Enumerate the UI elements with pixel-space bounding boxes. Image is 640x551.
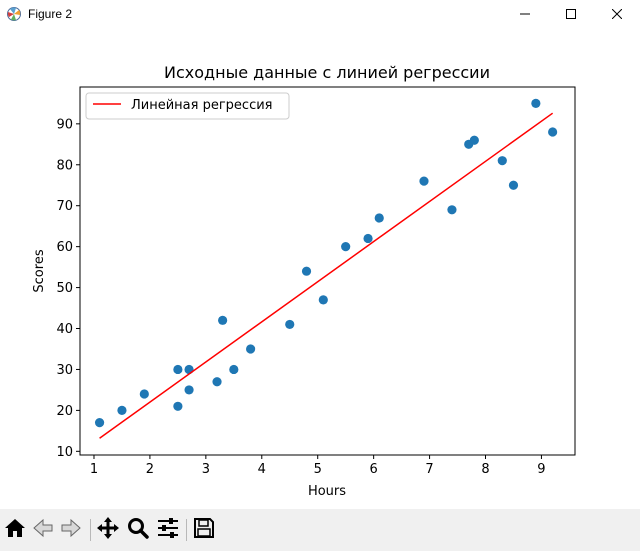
- data-point: [301, 266, 312, 276]
- data-point: [469, 135, 479, 145]
- data-point: [212, 377, 222, 387]
- data-point: [548, 127, 558, 137]
- minimize-button[interactable]: [502, 0, 548, 28]
- legend: Линейная регрессия: [85, 92, 290, 120]
- close-icon: [612, 9, 622, 19]
- axes-frame: [79, 86, 576, 456]
- plot-layer: [94, 98, 558, 439]
- data-point: [94, 418, 105, 428]
- y-axis: 10 20 30 40 50 60 70 80 90: [56, 117, 80, 460]
- x-tick-label: 1: [90, 462, 98, 477]
- home-icon: [4, 517, 26, 543]
- data-point: [173, 401, 183, 411]
- legend-label: Линейная регрессия: [131, 98, 272, 113]
- data-point: [285, 319, 295, 330]
- back-button[interactable]: [31, 518, 55, 542]
- x-tick-label: 7: [425, 462, 433, 477]
- data-point: [173, 364, 183, 375]
- x-tick-label: 5: [314, 462, 322, 477]
- y-axis-label: Scores: [32, 249, 47, 292]
- y-tick-label: 70: [56, 199, 73, 214]
- toolbar-separator: [90, 519, 91, 541]
- data-point: [447, 205, 457, 215]
- title-bar[interactable]: Figure 2: [0, 0, 640, 28]
- minimize-icon: [520, 9, 530, 19]
- matplotlib-figure-icon: [6, 6, 22, 22]
- toolbar-separator: [186, 519, 187, 541]
- data-point: [184, 364, 194, 375]
- y-tick-label: 50: [56, 281, 73, 296]
- x-axis: 1 2 3 4 5 6 7 8 9: [90, 455, 546, 477]
- x-tick-label: 4: [258, 462, 266, 477]
- legend-box: [85, 92, 290, 120]
- data-point: [184, 385, 194, 395]
- x-tick-label: 8: [481, 462, 489, 477]
- forward-arrow-icon: [60, 517, 82, 543]
- data-point: [245, 344, 256, 354]
- zoom-button[interactable]: [126, 518, 150, 542]
- pan-button[interactable]: [96, 516, 120, 544]
- x-tick-label: 6: [370, 462, 378, 477]
- y-tick-label: 90: [56, 117, 73, 132]
- y-tick-label: 40: [56, 322, 73, 337]
- navigation-toolbar: [0, 509, 640, 551]
- data-point: [531, 98, 541, 108]
- data-point: [229, 364, 239, 375]
- back-arrow-icon: [32, 517, 54, 543]
- save-floppy-icon: [193, 517, 215, 543]
- maximize-icon: [566, 9, 576, 19]
- x-tick-label: 9: [537, 462, 545, 477]
- data-point: [341, 242, 351, 252]
- data-point: [363, 233, 373, 244]
- chart-title: Исходные данные с линией регрессии: [164, 63, 490, 82]
- data-point: [139, 389, 149, 399]
- scatter-chart: Исходные данные с линией регрессии 1 2 3 4 5…: [32, 63, 576, 499]
- data-point: [218, 315, 228, 325]
- data-point: [508, 180, 519, 190]
- y-tick-label: 60: [56, 240, 73, 255]
- home-button[interactable]: [3, 518, 27, 542]
- save-button[interactable]: [192, 518, 216, 542]
- x-tick-label: 3: [202, 462, 210, 477]
- data-point: [497, 156, 507, 166]
- regression-line: [99, 112, 554, 439]
- pan-move-icon: [96, 516, 120, 544]
- data-point: [374, 213, 384, 223]
- sliders-icon: [156, 516, 180, 544]
- window-title: Figure 2: [28, 7, 73, 21]
- close-button[interactable]: [594, 0, 640, 28]
- data-point: [117, 405, 127, 415]
- x-tick-label: 2: [146, 462, 154, 477]
- data-point: [318, 295, 328, 305]
- y-tick-label: 30: [56, 363, 73, 378]
- zoom-magnifier-icon: [126, 516, 150, 544]
- y-tick-label: 10: [56, 445, 73, 460]
- configure-subplots-button[interactable]: [156, 518, 180, 542]
- data-point: [419, 176, 429, 186]
- x-axis-label: Hours: [308, 484, 346, 499]
- y-tick-label: 80: [56, 158, 73, 173]
- forward-button[interactable]: [59, 518, 83, 542]
- y-tick-label: 20: [56, 404, 73, 419]
- figure-canvas[interactable]: Исходные данные с линией регрессии 1 2 3 4 5…: [0, 28, 640, 509]
- maximize-button[interactable]: [548, 0, 594, 28]
